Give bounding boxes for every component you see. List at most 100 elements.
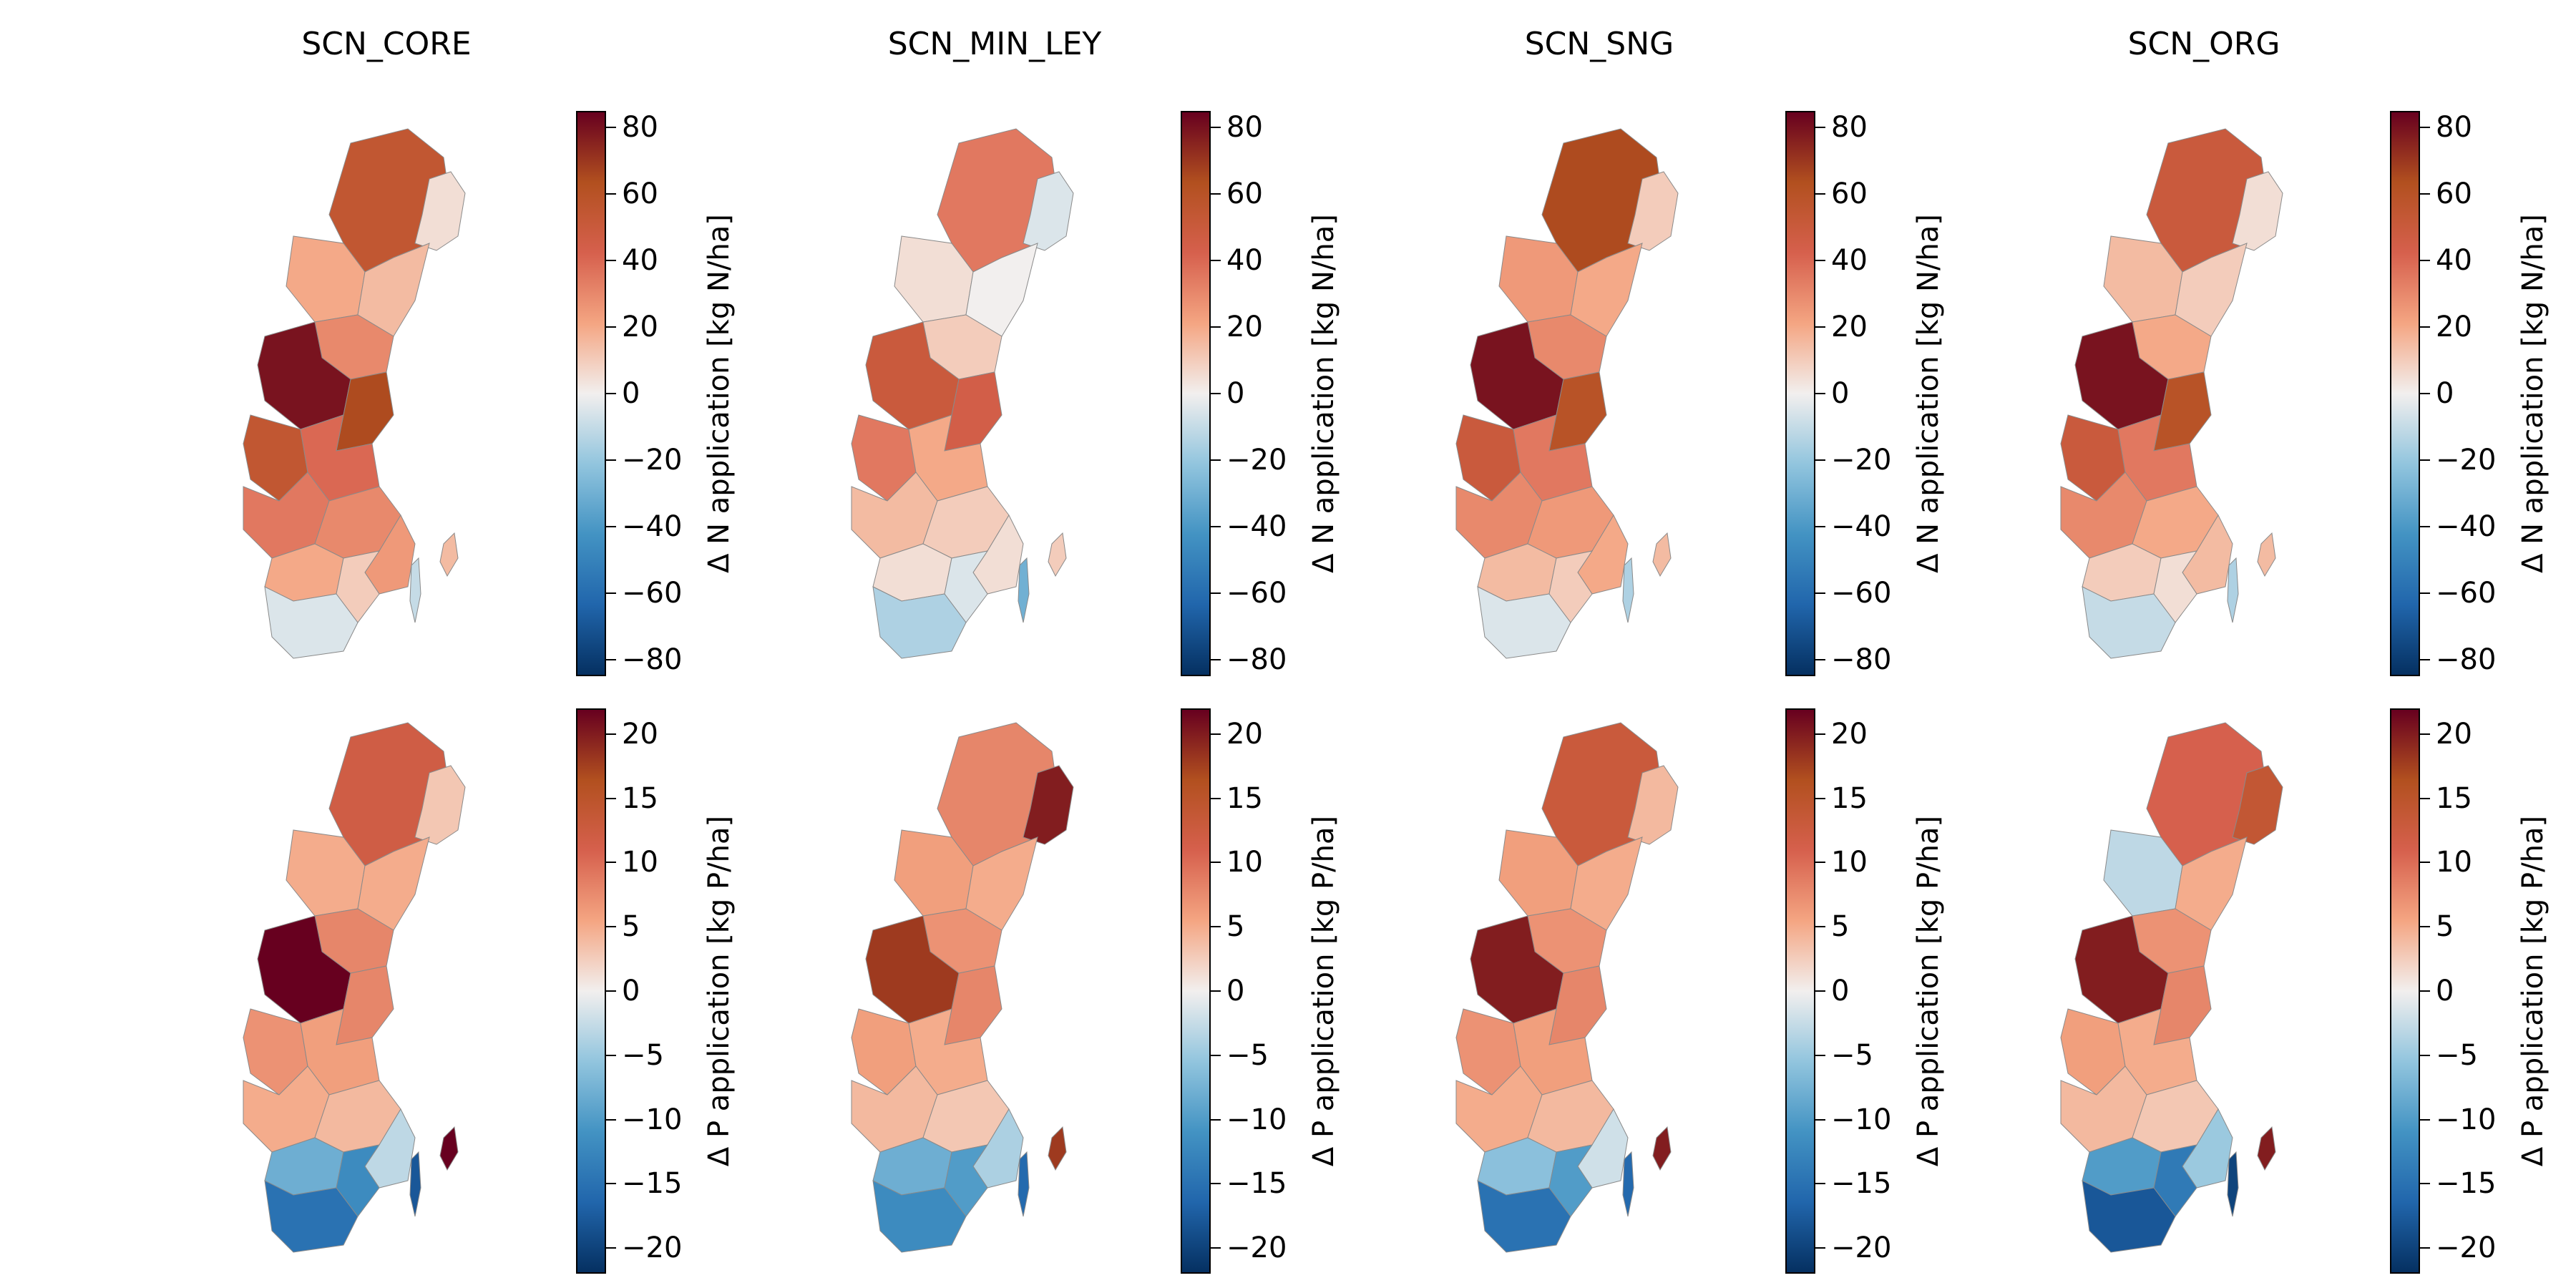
colorbar-tick-label: 0 xyxy=(2419,975,2454,1008)
map-region xyxy=(439,1126,459,1171)
map-region xyxy=(414,765,466,845)
colorbar-tick-label: 80 xyxy=(1211,111,1263,145)
colorbar-tick-label: 80 xyxy=(606,111,658,145)
colorbar-tick-label: 20 xyxy=(1815,311,1868,344)
colorbar-tick-label: −80 xyxy=(1815,643,1892,676)
colorbar-label-p-application: Δ P application [kg P/ha] xyxy=(1307,815,1340,1167)
map-region xyxy=(1018,1151,1030,1217)
colorbar-tick-label: 60 xyxy=(2420,177,2472,211)
map-p-application-scn-sng xyxy=(1455,722,1679,1253)
colorbar-tick-label: −80 xyxy=(605,643,683,676)
colorbar-tick-label: −20 xyxy=(2419,443,2497,477)
map-region xyxy=(1627,765,1679,845)
colorbar-p-application xyxy=(1181,708,1211,1274)
colorbar-tick-label: −80 xyxy=(2419,643,2497,676)
colorbar-tick-label: −40 xyxy=(1815,509,1892,543)
colorbar-tick-label: −5 xyxy=(606,1038,664,1072)
colorbar-tick-label: 20 xyxy=(606,311,658,344)
map-region xyxy=(2227,1151,2239,1217)
colorbar-tick-label: 60 xyxy=(1211,177,1263,211)
map-region xyxy=(409,557,421,623)
colorbar-tick-label: −60 xyxy=(1815,576,1892,610)
map-n-application-scn-core xyxy=(243,128,466,659)
map-n-application-scn-min-ley xyxy=(851,128,1074,659)
colorbar-tick-label: 10 xyxy=(1815,846,1868,879)
colorbar-tick-label: 0 xyxy=(1815,377,1850,410)
map-region xyxy=(1023,765,1074,845)
panel-title-scn-core: SCN_CORE xyxy=(301,26,472,62)
colorbar-tick-label: 60 xyxy=(1815,177,1868,211)
colorbar-tick-label: −60 xyxy=(1210,576,1287,610)
colorbar-tick-label: −10 xyxy=(1815,1103,1892,1136)
map-region xyxy=(2232,171,2283,251)
map-region xyxy=(2257,1126,2276,1171)
colorbar-tick-label: 10 xyxy=(606,846,658,879)
panel-title-scn-sng: SCN_SNG xyxy=(1524,26,1674,62)
colorbar-tick-label: 10 xyxy=(2420,846,2472,879)
colorbar-tick-label: 20 xyxy=(1211,717,1263,751)
map-region xyxy=(1652,532,1672,577)
map-region xyxy=(1477,586,1571,659)
colorbar-tick-label: 15 xyxy=(606,781,658,815)
colorbar-p-application xyxy=(2390,708,2420,1274)
colorbar-tick-label: 40 xyxy=(1815,244,1868,278)
colorbar-n-application xyxy=(1181,111,1211,676)
map-region xyxy=(2082,586,2176,659)
colorbar-tick-label: 20 xyxy=(606,717,658,751)
colorbar-p-application xyxy=(576,708,606,1274)
map-region xyxy=(872,586,967,659)
colorbar-tick-label: −15 xyxy=(1210,1167,1287,1201)
colorbar-tick-label: −20 xyxy=(1210,443,1287,477)
colorbar-tick-label: 0 xyxy=(1815,975,1850,1008)
map-n-application-scn-sng xyxy=(1455,128,1679,659)
colorbar-label-p-application: Δ P application [kg P/ha] xyxy=(2517,815,2550,1167)
colorbar-tick-label: 40 xyxy=(2420,244,2472,278)
colorbar-tick-label: −5 xyxy=(1815,1038,1873,1072)
map-region xyxy=(264,586,358,659)
colorbar-tick-label: −20 xyxy=(605,1231,683,1265)
map-p-application-scn-org xyxy=(2060,722,2283,1253)
colorbar-tick-label: 5 xyxy=(1815,910,1850,944)
colorbar-tick-label: −40 xyxy=(605,509,683,543)
colorbar-label-p-application: Δ P application [kg P/ha] xyxy=(1912,815,1945,1167)
colorbar-label-n-application: Δ N application [kg N/ha] xyxy=(2517,214,2550,573)
map-region xyxy=(1622,557,1634,623)
colorbar-tick-label: −20 xyxy=(1210,1231,1287,1265)
colorbar-label-n-application: Δ N application [kg N/ha] xyxy=(703,214,736,573)
colorbar-tick-label: 80 xyxy=(1815,111,1868,145)
colorbar-n-application xyxy=(1785,111,1815,676)
colorbar-tick-label: 10 xyxy=(1211,846,1263,879)
colorbar-tick-label: 40 xyxy=(606,244,658,278)
colorbar-tick-label: −40 xyxy=(1210,509,1287,543)
colorbar-tick-label: 0 xyxy=(2419,377,2454,410)
colorbar-tick-label: −15 xyxy=(605,1167,683,1201)
colorbar-tick-label: 15 xyxy=(1211,781,1263,815)
colorbar-label-p-application: Δ P application [kg P/ha] xyxy=(703,815,736,1167)
colorbar-tick-label: 0 xyxy=(605,975,640,1008)
colorbar-tick-label: 20 xyxy=(1815,717,1868,751)
colorbar-tick-label: −5 xyxy=(1211,1038,1269,1072)
colorbar-n-application xyxy=(2390,111,2420,676)
colorbar-tick-label: −80 xyxy=(1210,643,1287,676)
colorbar-tick-label: 60 xyxy=(606,177,658,211)
map-region xyxy=(2232,765,2283,845)
colorbar-tick-label: 5 xyxy=(1210,910,1245,944)
colorbar-tick-label: 20 xyxy=(1211,311,1263,344)
colorbar-tick-label: −40 xyxy=(2419,509,2497,543)
colorbar-tick-label: −10 xyxy=(1210,1103,1287,1136)
colorbar-tick-label: −20 xyxy=(2419,1231,2497,1265)
map-region xyxy=(1627,171,1679,251)
map-region xyxy=(1018,557,1030,623)
map-region xyxy=(1023,171,1074,251)
colorbar-tick-label: 5 xyxy=(2419,910,2454,944)
map-region xyxy=(872,1180,967,1253)
colorbar-label-n-application: Δ N application [kg N/ha] xyxy=(1307,214,1340,573)
colorbar-tick-label: −10 xyxy=(2419,1103,2497,1136)
colorbar-tick-label: −20 xyxy=(605,443,683,477)
map-region xyxy=(1652,1126,1672,1171)
colorbar-tick-label: 0 xyxy=(605,377,640,410)
colorbar-tick-label: −60 xyxy=(605,576,683,610)
colorbar-tick-label: −15 xyxy=(1815,1167,1892,1201)
colorbar-p-application xyxy=(1785,708,1815,1274)
colorbar-n-application xyxy=(576,111,606,676)
